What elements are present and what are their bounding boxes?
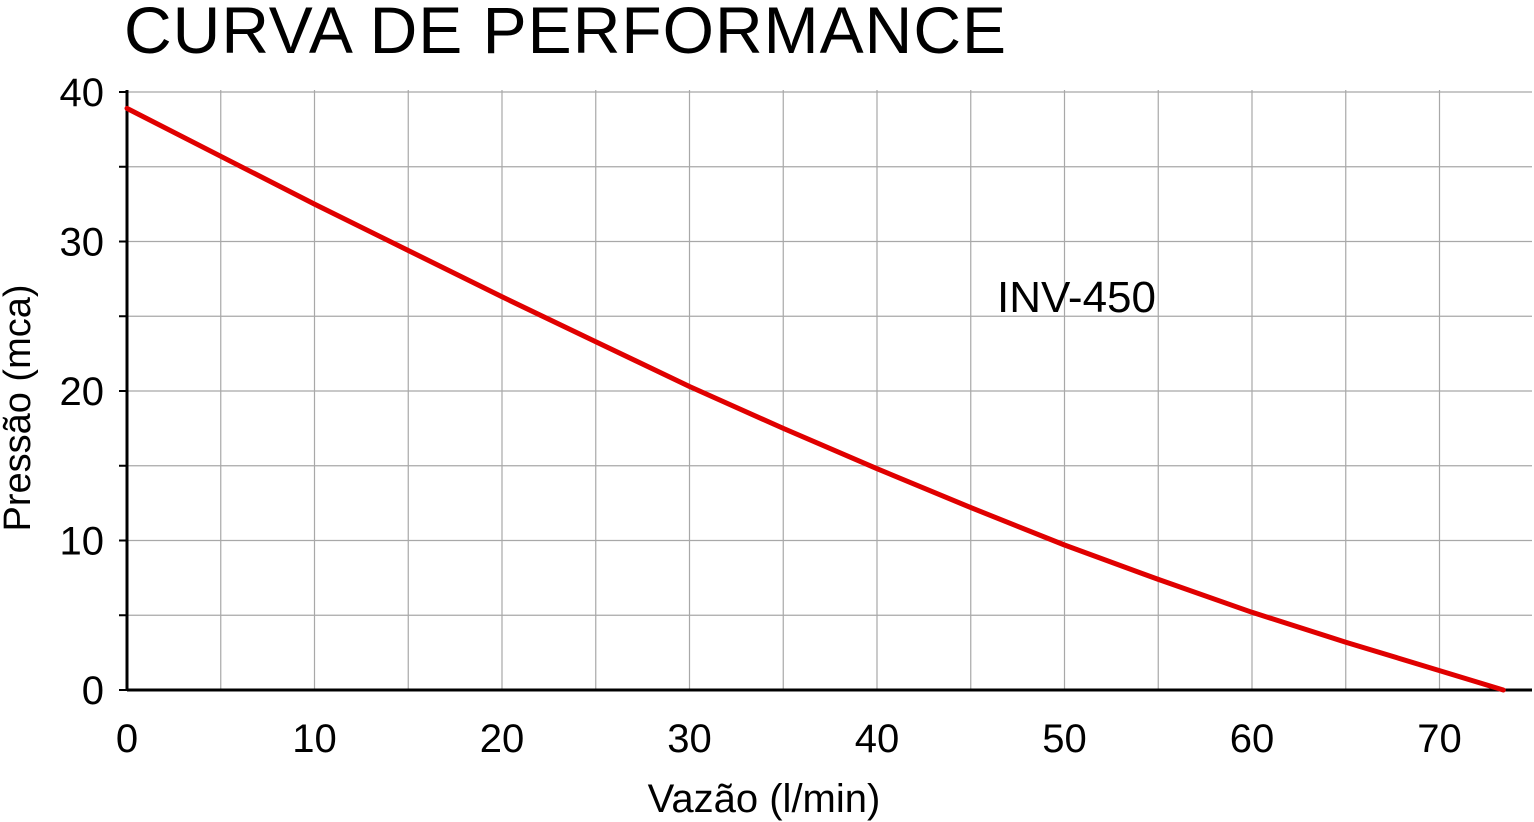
- y-tick-label: 40: [60, 71, 105, 115]
- y-tick-label: 10: [60, 520, 105, 564]
- x-tick-labels: 0 10 20 30 40 50 60 70: [116, 717, 1462, 761]
- series-line-inv-450: [124, 105, 1506, 693]
- x-tick-label: 30: [667, 717, 712, 761]
- x-tick-label: 70: [1417, 717, 1462, 761]
- chart-title: CURVA DE PERFORMANCE: [124, 0, 1008, 67]
- y-tick-label: 20: [60, 370, 105, 414]
- y-tick-labels: 0 10 20 30 40: [60, 71, 105, 713]
- series-layer: [124, 105, 1506, 693]
- x-tick-label: 60: [1230, 717, 1275, 761]
- y-axis-label: Pressão (mca): [0, 284, 39, 531]
- x-axis-label: Vazão (l/min): [648, 777, 881, 821]
- grid: [127, 90, 1532, 690]
- x-tick-label: 0: [116, 717, 138, 761]
- x-tick-label: 10: [292, 717, 337, 761]
- x-tick-label: 20: [480, 717, 525, 761]
- axes: [119, 90, 1532, 692]
- y-tick-label: 30: [60, 221, 105, 265]
- y-tick-label: 0: [82, 669, 104, 713]
- x-tick-label: 50: [1042, 717, 1087, 761]
- x-tick-label: 40: [855, 717, 900, 761]
- series-annotation: INV-450: [997, 273, 1156, 322]
